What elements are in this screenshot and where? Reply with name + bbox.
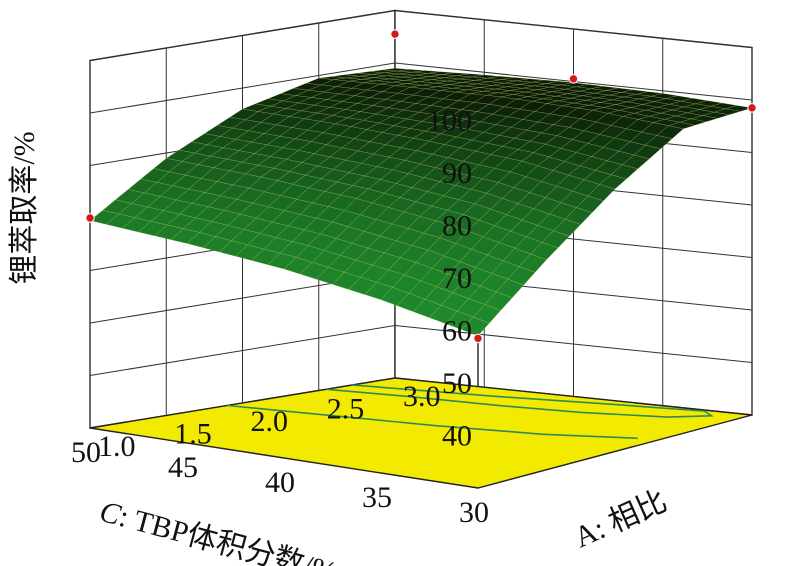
design-point <box>568 74 579 84</box>
c-tick-label: 30 <box>459 496 489 529</box>
design-points <box>85 29 757 344</box>
a-tick-label: 2.5 <box>327 393 365 426</box>
z-tick-label: 90 <box>442 157 472 190</box>
z-tick-label: 60 <box>442 315 472 348</box>
a-tick-label: 2.0 <box>251 405 289 438</box>
floor-plane <box>89 377 753 489</box>
c-tick-label: 45 <box>168 451 198 484</box>
c-tick-label: 35 <box>362 481 392 514</box>
c-tick-label: 50 <box>71 436 101 469</box>
design-point <box>473 333 483 344</box>
z-axis-label: 锂萃取率/% <box>8 131 41 284</box>
design-point <box>747 103 757 113</box>
floor-contour <box>326 384 714 418</box>
response-surface <box>89 68 753 337</box>
a-tick-label: 1.0 <box>98 430 136 463</box>
a-axis-label: A: 相比 <box>569 485 672 555</box>
floor-contour <box>227 404 638 440</box>
design-point <box>85 213 95 223</box>
c-axis-label: C: TBP体积分数/% <box>96 495 340 566</box>
a-tick-label: 1.5 <box>174 418 212 451</box>
z-tick-label: 70 <box>442 262 472 295</box>
a-tick-label: 3.0 <box>403 380 441 413</box>
z-tick-label: 80 <box>442 210 472 243</box>
z-tick-label: 100 <box>427 105 472 138</box>
z-tick-label: 40 <box>442 420 472 453</box>
c-tick-label: 40 <box>265 466 295 499</box>
floor-fill <box>89 377 753 489</box>
surface-patch <box>461 316 490 337</box>
a-axis-text: : 相比 <box>589 485 672 546</box>
c-axis-text: : TBP体积分数/% <box>116 500 341 566</box>
z-tick-label: 50 <box>442 367 472 400</box>
design-point <box>390 29 400 39</box>
tick-labels: 100 90 80 70 60 50 40 50 45 40 35 30 1.0 1.5 2.0 2.5 3.0 <box>71 105 489 530</box>
